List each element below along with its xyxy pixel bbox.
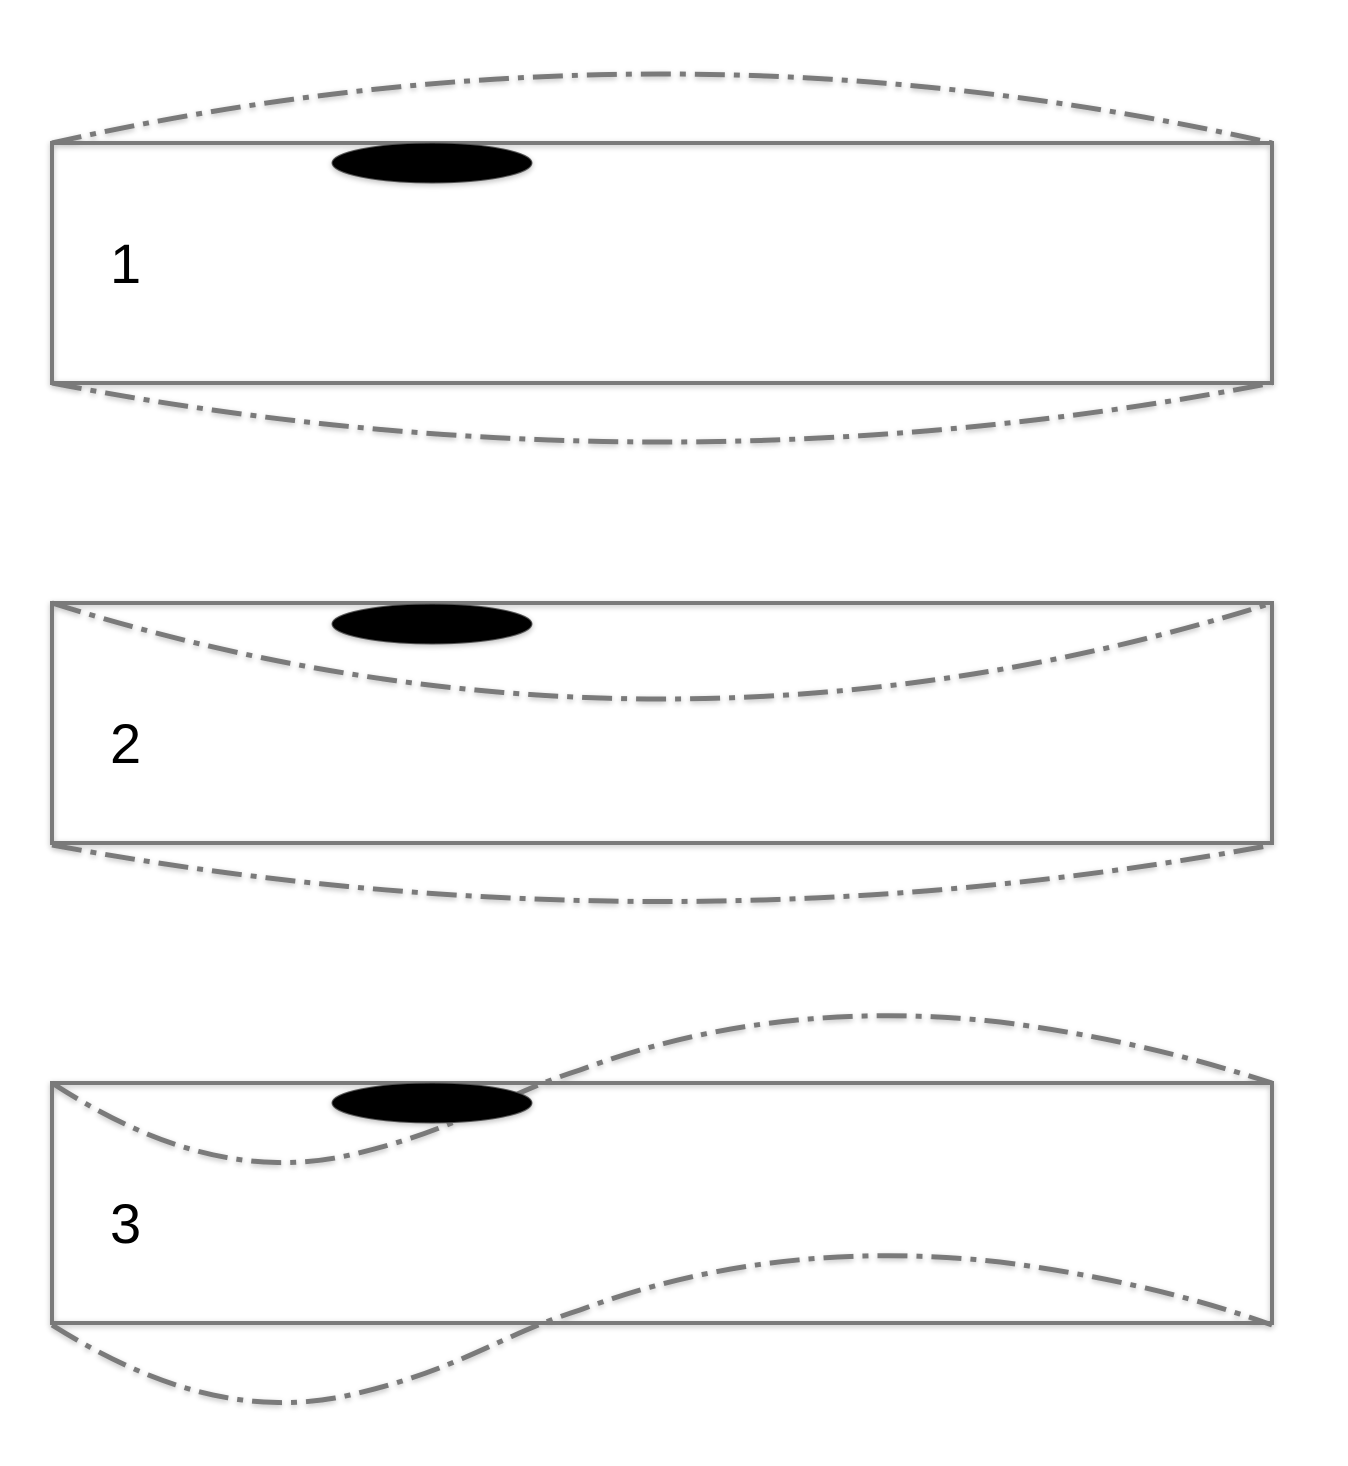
panel-1: [50, 71, 1274, 445]
panel-1-mass: [331, 142, 533, 184]
panel-1-lower-mode-curve: [51, 380, 1273, 445]
panel-3-mass: [331, 1082, 533, 1124]
panel-3-upper-mode-curve: [50, 1013, 1273, 1166]
panel-2-upper-mode-curve: [51, 600, 1273, 702]
panel-3-label: 3: [110, 1192, 141, 1255]
panel-1-label: 1: [110, 232, 141, 295]
panel-2-label: 2: [110, 712, 141, 775]
panel-3-beam: [50, 1081, 1274, 1325]
panel-2: [50, 600, 1274, 904]
panel-3: [50, 1013, 1274, 1406]
panel-1-upper-mode-curve: [51, 71, 1273, 146]
panel-2-beam: [50, 601, 1274, 845]
panel-2-lower-mode-curve: [51, 842, 1273, 904]
panel-1-beam: [50, 141, 1274, 385]
panel-3-lower-mode-curve: [50, 1253, 1273, 1406]
panel-2-mass: [331, 603, 533, 645]
